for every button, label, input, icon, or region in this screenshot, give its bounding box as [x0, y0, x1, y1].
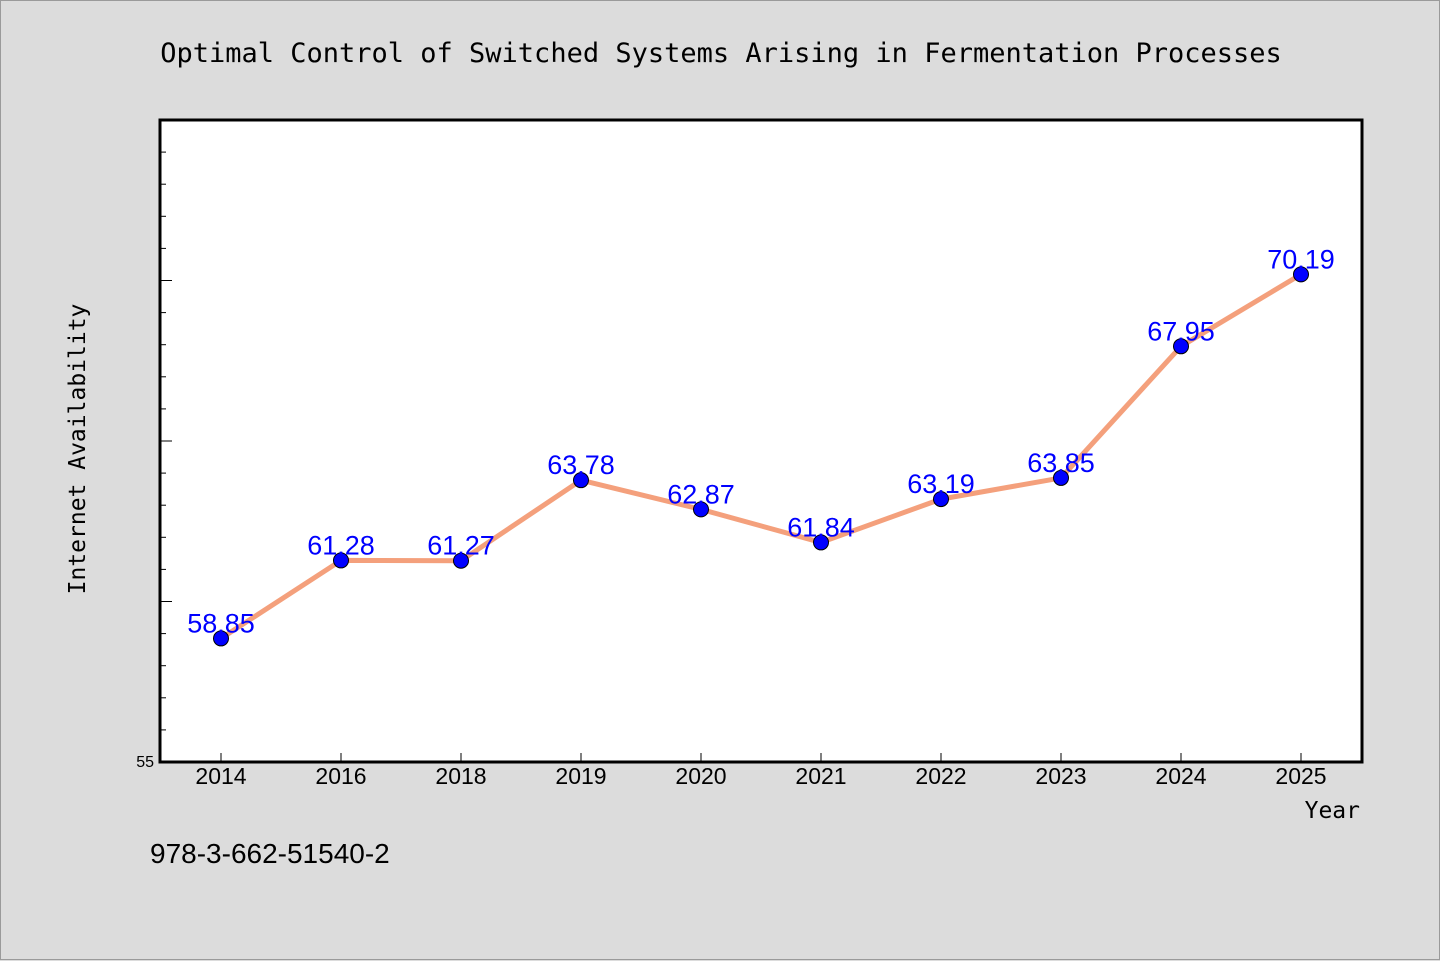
x-tick-label: 2023	[1035, 763, 1086, 789]
x-tick-label: 2019	[555, 763, 606, 789]
data-point-label: 61.27	[427, 531, 495, 561]
data-point-marker	[213, 630, 229, 647]
data-point-label: 63.85	[1027, 448, 1095, 478]
x-axis-title: Year	[1305, 798, 1360, 824]
data-labels: 58.85 61.28 61.27 63.78 62.87 61.84 63.19 63.85…	[187, 244, 1335, 638]
data-point-marker	[333, 552, 349, 569]
data-point-marker	[453, 552, 469, 569]
data-point-label: 67.95	[1147, 316, 1215, 346]
x-tick-label: 2014	[195, 763, 246, 789]
x-tick-label: 2018	[435, 763, 486, 789]
data-point-marker	[813, 534, 829, 551]
data-point-label: 61.84	[787, 512, 855, 542]
x-tick-label: 2022	[915, 763, 966, 789]
series-line-group	[218, 271, 1304, 641]
x-tick-label: 2024	[1155, 763, 1206, 789]
x-tick-label: 2021	[795, 763, 846, 789]
x-tick-label: 2016	[315, 763, 366, 789]
x-tick-label: 2025	[1275, 763, 1326, 789]
plot-area	[160, 120, 1362, 762]
chart-title: Optimal Control of Switched Systems Aris…	[160, 38, 1282, 69]
data-point-label: 62.87	[667, 479, 735, 509]
data-point-marker	[933, 491, 949, 508]
y-axis-min-label: 55	[136, 754, 154, 771]
data-point-marker	[1173, 338, 1189, 355]
x-tick-label: 2020	[675, 763, 726, 789]
x-axis-tick-labels: 2014 2016 2018 2019 2020 2021 2022 2023 2024 2025	[195, 763, 1326, 789]
y-axis-title: Internet Availability	[65, 304, 91, 595]
data-point-label: 58.85	[187, 608, 255, 638]
data-points	[213, 266, 1309, 647]
data-point-label: 70.19	[1267, 244, 1335, 274]
data-point-label: 63.19	[907, 469, 975, 499]
data-point-label: 63.78	[547, 450, 615, 480]
data-point-marker	[573, 472, 589, 489]
plot-frame	[158, 118, 1364, 764]
series-line	[218, 271, 1304, 641]
data-point-label: 61.28	[307, 530, 375, 560]
isbn-text: 978-3-662-51540-2	[150, 838, 390, 869]
data-point-marker	[1293, 266, 1309, 283]
data-point-marker	[1053, 469, 1069, 486]
data-point-marker	[693, 501, 709, 518]
